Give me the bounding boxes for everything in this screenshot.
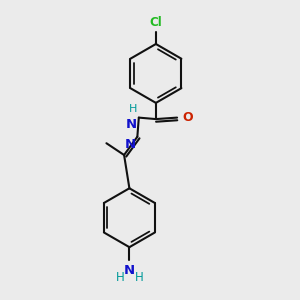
Text: H: H: [129, 104, 137, 114]
Text: H: H: [116, 271, 124, 284]
Text: H: H: [134, 271, 143, 284]
Text: N: N: [124, 264, 135, 277]
Text: Cl: Cl: [149, 16, 162, 29]
Text: N: N: [126, 118, 137, 131]
Text: N: N: [124, 138, 136, 151]
Text: O: O: [182, 111, 193, 124]
